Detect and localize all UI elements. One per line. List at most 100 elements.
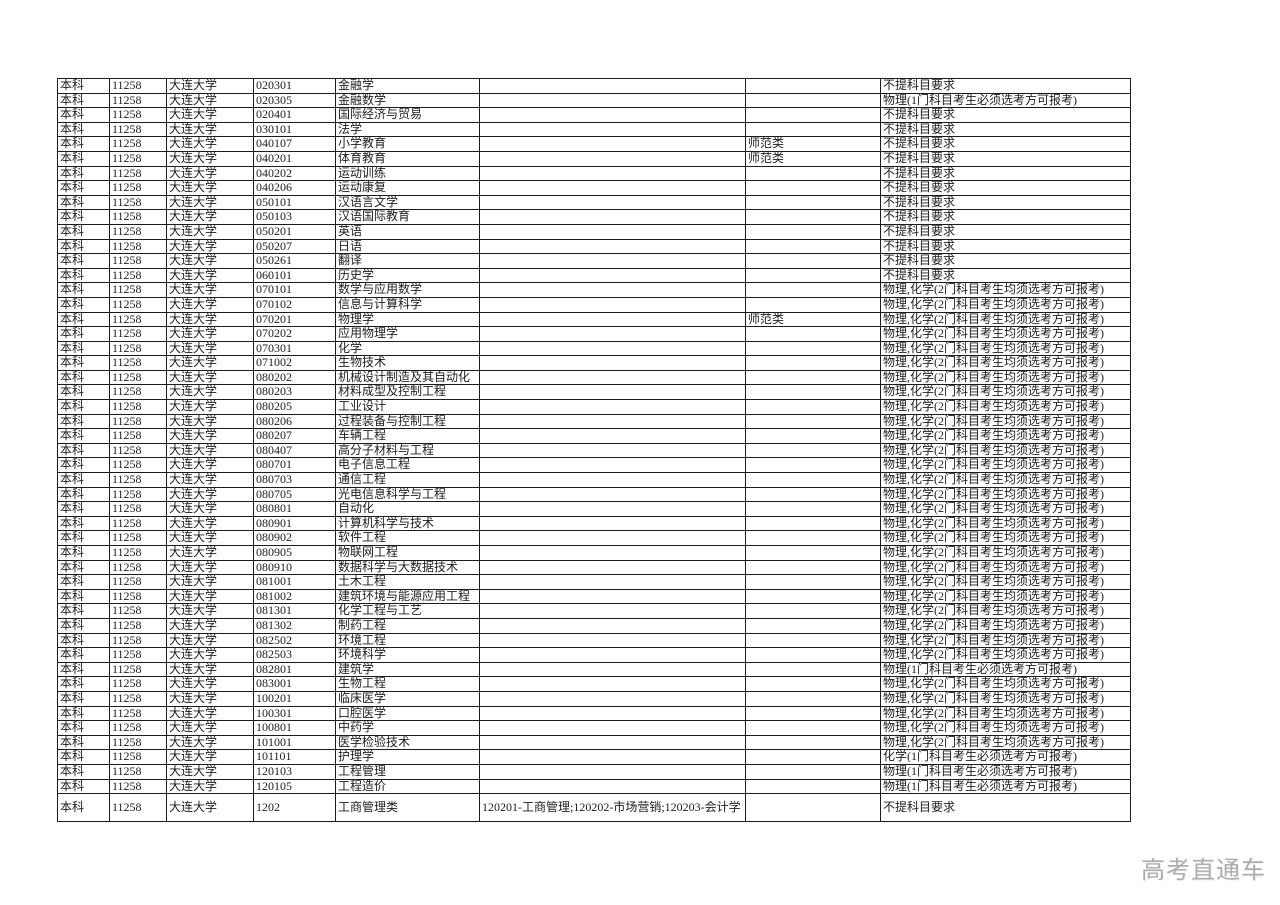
table-row: 本科 11258 大连大学 080206 过程装备与控制工程 物理,化学(2门科目考生均须… bbox=[57, 413, 1131, 430]
cell-school-name: 大连大学 bbox=[166, 399, 254, 415]
cell-included-majors bbox=[479, 690, 746, 707]
cell-subject-requirement: 物理(1门科目考生必须选考方可报考) bbox=[880, 92, 1131, 109]
cell-subject-requirement: 物理,化学(2门科目考生均须选考方可报考) bbox=[880, 457, 1131, 474]
cell-major-name: 汉语言文学 bbox=[335, 194, 480, 211]
table-row: 本科 11258 大连大学 080407 高分子材料与工程 物理,化学(2门科目考生均须选… bbox=[57, 442, 1131, 459]
cell-subject-requirement: 物理,化学(2门科目考生均须选考方可报考) bbox=[880, 647, 1131, 663]
cell-subject-requirement: 不提科目要求 bbox=[880, 180, 1131, 196]
cell-included-majors bbox=[479, 676, 746, 692]
cell-school-name: 大连大学 bbox=[166, 763, 254, 780]
cell-school-code: 11258 bbox=[109, 720, 167, 736]
cell-included-majors bbox=[479, 530, 746, 546]
cell-major-name: 生物技术 bbox=[335, 355, 480, 371]
table-row: 本科 11258 大连大学 020401 国际经济与贸易 不提科目要求 bbox=[57, 107, 1131, 123]
cell-major-code: 070201 bbox=[253, 311, 336, 328]
cell-major-name: 翻译 bbox=[335, 253, 480, 269]
cell-school-name: 大连大学 bbox=[166, 545, 254, 561]
cell-subject-requirement: 不提科目要求 bbox=[880, 209, 1131, 225]
cell-track-type bbox=[745, 457, 881, 474]
cell-level: 本科 bbox=[57, 705, 110, 722]
cell-level: 本科 bbox=[57, 78, 110, 94]
cell-level: 本科 bbox=[57, 603, 110, 619]
table-row: 本科 11258 大连大学 080905 物联网工程 物理,化学(2门科目考生均须选考方可… bbox=[57, 545, 1131, 561]
cell-included-majors bbox=[479, 705, 746, 722]
table-row: 本科 11258 大连大学 100301 口腔医学 物理,化学(2门科目考生均须选考方可报… bbox=[57, 705, 1131, 722]
cell-level: 本科 bbox=[57, 340, 110, 357]
cell-subject-requirement: 不提科目要求 bbox=[880, 223, 1131, 240]
cell-school-code: 11258 bbox=[109, 530, 167, 546]
cell-school-name: 大连大学 bbox=[166, 778, 254, 795]
cell-major-code: 080407 bbox=[253, 442, 336, 459]
cell-school-name: 大连大学 bbox=[166, 515, 254, 532]
cell-included-majors bbox=[479, 559, 746, 576]
cell-subject-requirement: 物理,化学(2门科目考生均须选考方可报考) bbox=[880, 296, 1131, 313]
cell-track-type bbox=[745, 603, 881, 619]
cell-school-code: 11258 bbox=[109, 749, 167, 765]
table-row: 本科 11258 大连大学 081301 化学工程与工艺 物理,化学(2门科目考生均须选考… bbox=[57, 603, 1131, 619]
cell-included-majors bbox=[479, 296, 746, 313]
cell-included-majors bbox=[479, 223, 746, 240]
cell-school-name: 大连大学 bbox=[166, 530, 254, 546]
cell-level: 本科 bbox=[57, 267, 110, 284]
cell-major-code: 060101 bbox=[253, 267, 336, 284]
cell-track-type: 师范类 bbox=[745, 136, 881, 152]
cell-school-code: 11258 bbox=[109, 78, 167, 94]
cell-major-code: 020305 bbox=[253, 92, 336, 109]
cell-school-name: 大连大学 bbox=[166, 720, 254, 736]
table-row: 本科 11258 大连大学 101101 护理学 化学(1门科目考生必须选考方可报考) bbox=[57, 749, 1131, 765]
cell-included-majors bbox=[479, 194, 746, 211]
cell-level: 本科 bbox=[57, 369, 110, 386]
cell-subject-requirement: 物理,化学(2门科目考生均须选考方可报考) bbox=[880, 428, 1131, 444]
table-row: 本科 11258 大连大学 1202 工商管理类 120201-工商管理;120202-市… bbox=[57, 793, 1131, 823]
cell-track-type bbox=[745, 282, 881, 298]
table-row: 本科 11258 大连大学 080202 机械设计制造及其自动化 物理,化学(2门科目考生… bbox=[57, 369, 1131, 386]
cell-major-code: 070202 bbox=[253, 326, 336, 342]
cell-included-majors bbox=[479, 749, 746, 765]
cell-school-code: 11258 bbox=[109, 457, 167, 474]
cell-included-majors bbox=[479, 501, 746, 517]
cell-subject-requirement: 物理,化学(2门科目考生均须选考方可报考) bbox=[880, 384, 1131, 401]
cell-school-name: 大连大学 bbox=[166, 413, 254, 430]
cell-major-name: 工商管理类 bbox=[335, 793, 480, 823]
table-row: 本科 11258 大连大学 120103 工程管理 物理(1门科目考生必须选考方可报考) bbox=[57, 763, 1131, 780]
cell-level: 本科 bbox=[57, 749, 110, 765]
cell-level: 本科 bbox=[57, 690, 110, 707]
cell-level: 本科 bbox=[57, 238, 110, 255]
cell-subject-requirement: 不提科目要求 bbox=[880, 253, 1131, 269]
cell-included-majors bbox=[479, 253, 746, 269]
cell-track-type bbox=[745, 661, 881, 678]
cell-school-name: 大连大学 bbox=[166, 428, 254, 444]
cell-subject-requirement: 物理,化学(2门科目考生均须选考方可报考) bbox=[880, 559, 1131, 576]
table-row: 本科 11258 大连大学 020305 金融数学 物理(1门科目考生必须选考方可报考) bbox=[57, 92, 1131, 109]
cell-included-majors bbox=[479, 472, 746, 488]
cell-school-code: 11258 bbox=[109, 793, 167, 823]
cell-level: 本科 bbox=[57, 311, 110, 328]
cell-subject-requirement: 不提科目要求 bbox=[880, 194, 1131, 211]
cell-included-majors bbox=[479, 763, 746, 780]
cell-track-type bbox=[745, 559, 881, 576]
cell-school-name: 大连大学 bbox=[166, 705, 254, 722]
cell-major-code: 050261 bbox=[253, 253, 336, 269]
table-row: 本科 11258 大连大学 083001 生物工程 物理,化学(2门科目考生均须选考方可报… bbox=[57, 676, 1131, 692]
cell-major-code: 082502 bbox=[253, 632, 336, 649]
cell-school-name: 大连大学 bbox=[166, 749, 254, 765]
table-row: 本科 11258 大连大学 081302 制药工程 物理,化学(2门科目考生均须选考方可报… bbox=[57, 617, 1131, 634]
cell-level: 本科 bbox=[57, 326, 110, 342]
cell-school-code: 11258 bbox=[109, 442, 167, 459]
table-row: 本科 11258 大连大学 071002 生物技术 物理,化学(2门科目考生均须选考方可报… bbox=[57, 355, 1131, 371]
cell-level: 本科 bbox=[57, 515, 110, 532]
cell-school-code: 11258 bbox=[109, 559, 167, 576]
cell-track-type bbox=[745, 647, 881, 663]
cell-school-code: 11258 bbox=[109, 778, 167, 795]
cell-track-type bbox=[745, 574, 881, 590]
cell-included-majors bbox=[479, 574, 746, 590]
cell-school-code: 11258 bbox=[109, 180, 167, 196]
cell-level: 本科 bbox=[57, 107, 110, 123]
cell-subject-requirement: 不提科目要求 bbox=[880, 238, 1131, 255]
cell-school-code: 11258 bbox=[109, 661, 167, 678]
cell-major-code: 080705 bbox=[253, 486, 336, 503]
cell-track-type bbox=[745, 223, 881, 240]
cell-major-code: 070102 bbox=[253, 296, 336, 313]
cell-school-name: 大连大学 bbox=[166, 92, 254, 109]
cell-major-name: 金融学 bbox=[335, 78, 480, 94]
